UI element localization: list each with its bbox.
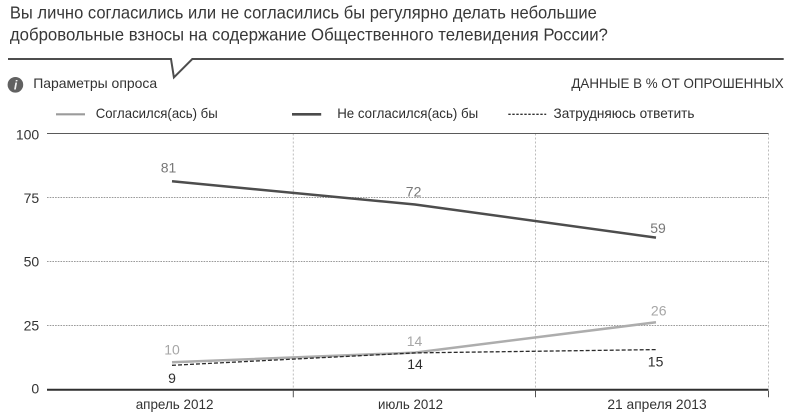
svg-text:июль 2012: июль 2012 <box>378 396 443 412</box>
svg-text:50: 50 <box>24 254 40 270</box>
svg-text:Согласился(ась) бы: Согласился(ась) бы <box>96 105 218 121</box>
svg-text:26: 26 <box>651 302 667 318</box>
svg-text:15: 15 <box>648 353 664 369</box>
svg-text:9: 9 <box>168 370 176 386</box>
svg-text:Вы лично согласились или не со: Вы лично согласились или не согласились … <box>10 3 597 23</box>
svg-text:100: 100 <box>16 127 40 143</box>
svg-text:14: 14 <box>407 333 423 349</box>
svg-text:25: 25 <box>24 318 40 334</box>
svg-text:Параметры опроса: Параметры опроса <box>33 75 157 91</box>
svg-text:0: 0 <box>31 380 39 396</box>
svg-text:72: 72 <box>406 183 422 199</box>
svg-text:14: 14 <box>407 356 423 372</box>
svg-text:59: 59 <box>650 220 666 236</box>
svg-text:добровольные взносы на содержа: добровольные взносы на содержание Общест… <box>10 25 608 45</box>
svg-text:ДАННЫЕ В % ОТ ОПРОШЕННЫХ: ДАННЫЕ В % ОТ ОПРОШЕННЫХ <box>571 76 783 91</box>
svg-text:21 апреля 2013: 21 апреля 2013 <box>607 396 706 412</box>
svg-text:Не согласился(ась) бы: Не согласился(ась) бы <box>337 105 478 121</box>
svg-text:10: 10 <box>164 342 180 358</box>
svg-text:апрель 2012: апрель 2012 <box>136 396 214 412</box>
svg-text:75: 75 <box>24 190 40 206</box>
svg-text:81: 81 <box>161 159 177 175</box>
svg-text:i: i <box>14 78 18 92</box>
svg-text:Затрудняюсь ответить: Затрудняюсь ответить <box>554 105 695 121</box>
